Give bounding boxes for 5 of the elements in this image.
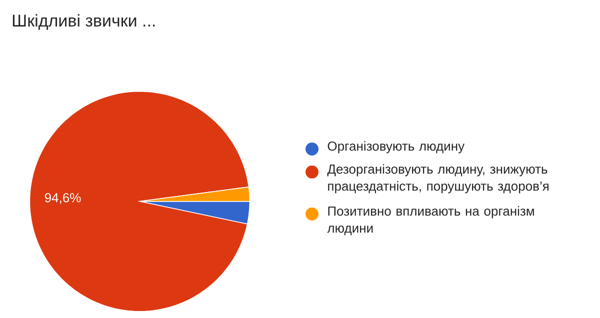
chart-title: Шкідливі звички ... — [12, 14, 155, 30]
legend-label: Позитивно впливають на організм людини — [327, 206, 534, 236]
legend-label: Організовують людину — [328, 141, 465, 154]
data-label: 94,6% — [44, 193, 81, 204]
legend-label: Дезорганізовують людину, знижують працездатність, порушують здоров’я — [327, 164, 548, 194]
